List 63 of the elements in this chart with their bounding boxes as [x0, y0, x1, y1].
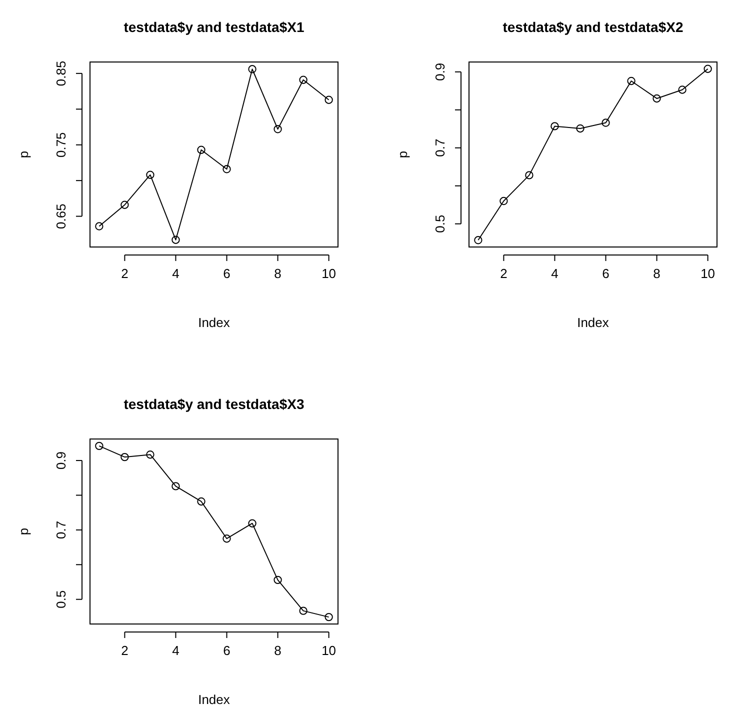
x-axis-title: Index — [577, 315, 610, 330]
point — [704, 64, 712, 73]
point — [550, 122, 559, 130]
point — [274, 576, 282, 584]
point — [146, 170, 154, 179]
point — [627, 76, 636, 86]
y-axis-title: p — [395, 150, 410, 158]
y-tick-label: 0.9 — [432, 62, 448, 81]
point — [299, 76, 308, 84]
chart-title: testdata$y and testdata$X3 — [124, 396, 304, 412]
point — [248, 65, 256, 74]
point — [197, 146, 206, 154]
x-tick-label: 8 — [653, 266, 660, 282]
x-tick-label: 4 — [172, 643, 180, 658]
point — [222, 534, 231, 543]
point — [172, 236, 180, 244]
point — [652, 94, 661, 103]
chart-title: testdata$y and testdata$X1 — [124, 19, 304, 35]
y-tick-label: 0.7 — [54, 520, 68, 539]
point — [500, 196, 508, 206]
point — [172, 482, 180, 490]
x-tick-label: 4 — [551, 266, 558, 282]
point — [602, 118, 610, 127]
x-tick-label: 2 — [121, 266, 128, 282]
chart-title: testdata$y and testdata$X2 — [502, 19, 684, 35]
point — [324, 96, 333, 104]
y-axis-title: p — [16, 150, 31, 158]
point — [248, 519, 256, 528]
point — [120, 200, 129, 209]
y-tick-label: 0.5 — [432, 214, 448, 233]
y-tick-label: 0.75 — [54, 132, 68, 158]
x-tick-label: 8 — [274, 266, 282, 282]
x-tick-label: 10 — [322, 643, 336, 658]
point — [274, 125, 282, 134]
x-axis-title: Index — [198, 315, 230, 330]
x-tick-label: 2 — [121, 643, 128, 658]
y-tick-label: 0.7 — [432, 138, 448, 157]
x-axis-title: Index — [198, 692, 230, 707]
x-tick-label: 4 — [172, 266, 180, 282]
y-axis-title: p — [16, 528, 31, 536]
x-tick-label: 10 — [700, 266, 716, 282]
point — [474, 236, 482, 244]
y-tick-label: 0.85 — [54, 60, 68, 86]
point — [95, 222, 104, 230]
point — [95, 442, 104, 450]
x-tick-label: 6 — [223, 266, 230, 282]
point — [146, 450, 154, 459]
y-tick-label: 0.9 — [54, 451, 68, 470]
point — [197, 497, 206, 506]
point — [299, 606, 308, 615]
point — [525, 171, 534, 180]
x-tick-label: 8 — [274, 643, 282, 658]
point — [678, 86, 686, 94]
point — [222, 165, 231, 174]
x-tick-label: 6 — [602, 266, 610, 282]
x-tick-label: 6 — [223, 643, 230, 658]
x-tick-label: 2 — [500, 266, 508, 282]
x-tick-label: 10 — [322, 266, 336, 282]
point — [120, 452, 129, 462]
y-tick-label: 0.65 — [54, 204, 68, 229]
point — [324, 612, 333, 622]
point — [576, 124, 584, 133]
y-tick-label: 0.5 — [54, 590, 68, 608]
